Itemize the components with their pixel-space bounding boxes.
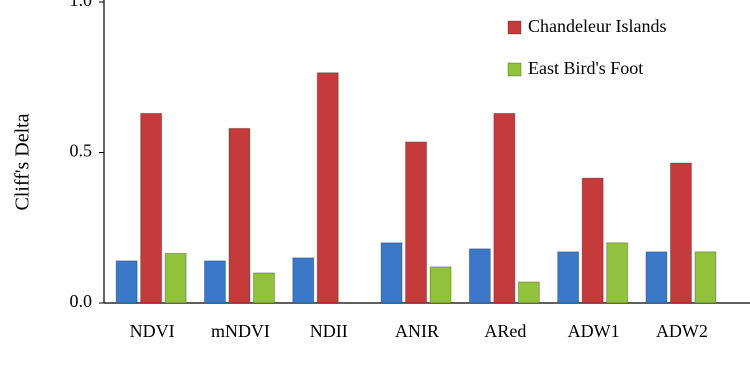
bar [468, 248, 491, 304]
bar [669, 162, 692, 304]
bar [557, 251, 580, 304]
bar [228, 127, 251, 304]
bar [694, 251, 717, 304]
bar [292, 257, 315, 304]
x-tick-label: ADW1 [568, 321, 620, 341]
legend-swatch [507, 20, 522, 35]
x-tick-label: NDVI [130, 321, 175, 341]
bar [581, 177, 604, 304]
bar [164, 252, 187, 304]
x-tick-label: NDII [310, 321, 348, 341]
bar [405, 141, 428, 304]
y-axis-title: Cliff's Delta [12, 113, 34, 210]
y-tick-label: 0.0 [70, 291, 93, 311]
x-tick-label: ADW2 [656, 321, 708, 341]
x-tick-label: ARed [484, 321, 526, 341]
bar [493, 112, 516, 304]
bar [517, 281, 540, 304]
y-tick-label: 0.5 [70, 141, 93, 161]
bar [115, 260, 138, 304]
bar [429, 266, 452, 304]
x-tick-label: ANIR [395, 321, 439, 341]
bar [645, 251, 668, 304]
bar [203, 260, 226, 304]
legend-label: Chandeleur Islands [528, 16, 666, 36]
y-tick-label: 1.0 [70, 0, 93, 10]
bar [252, 272, 275, 304]
bar [316, 72, 339, 304]
x-tick-label: mNDVI [211, 321, 270, 341]
bar [140, 112, 163, 304]
legend-swatch [507, 62, 522, 77]
legend-label: East Bird's Foot [528, 58, 643, 78]
bar [380, 242, 403, 304]
bar [606, 242, 629, 304]
